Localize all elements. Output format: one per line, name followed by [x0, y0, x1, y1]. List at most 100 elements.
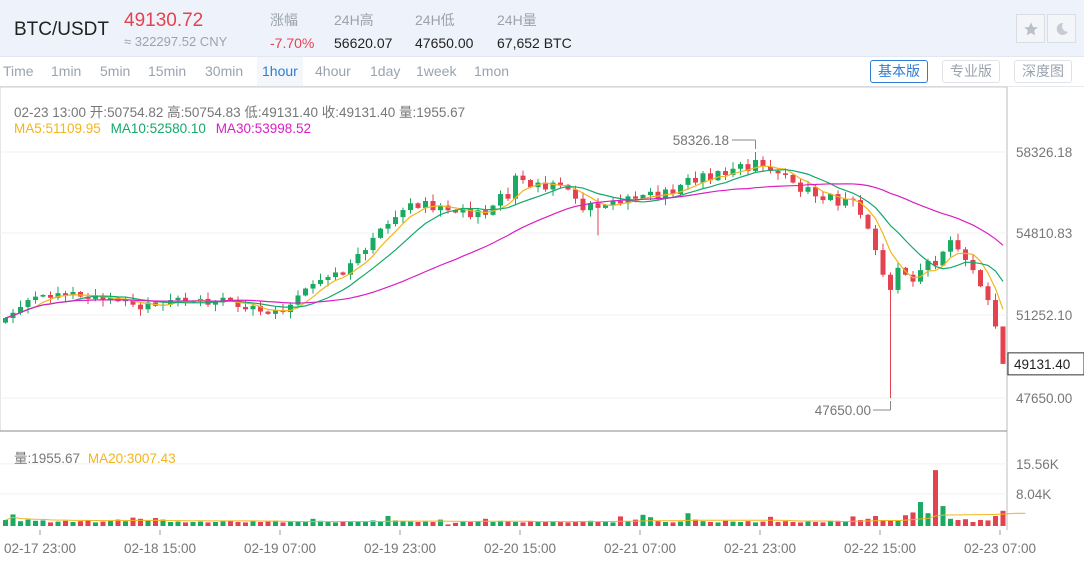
volume-bar: [265, 521, 271, 526]
favorite-button[interactable]: [1016, 14, 1045, 43]
volume-bar: [820, 522, 826, 526]
candle-body: [925, 260, 931, 271]
interval-tabs: Time 1min 5min 15min 30min 1hour 4hour 1…: [0, 57, 1084, 87]
tab-time[interactable]: Time: [3, 63, 34, 79]
volume-bar: [603, 521, 608, 526]
candle-body: [603, 204, 608, 208]
volume-bar: [828, 521, 833, 526]
volume-bar: [865, 518, 871, 526]
candle-body: [588, 203, 593, 211]
volume-bar: [415, 522, 421, 526]
candle-body: [213, 302, 218, 305]
candle-body: [258, 305, 263, 312]
volume-bar: [783, 521, 788, 526]
volume-bar: [453, 522, 458, 526]
last-price-tag-label: 49131.40: [1014, 357, 1070, 372]
candle-body: [543, 182, 548, 190]
volume-bar: [940, 506, 946, 526]
volume-bar: [55, 521, 61, 526]
volume-bar: [460, 521, 466, 526]
volume-bar: [595, 522, 601, 526]
volume-bar: [153, 518, 158, 526]
volume-bar: [955, 520, 961, 526]
candle-body: [108, 297, 113, 301]
ma-legend: MA5:51109.95 MA10:52580.10 MA30:53998.52: [14, 121, 311, 136]
tab-1week[interactable]: 1week: [416, 63, 457, 79]
candle-body: [595, 203, 601, 208]
volume-bar: [520, 522, 526, 526]
volume-bar: [475, 521, 481, 526]
time-axis-label: 02-22 15:00: [844, 541, 916, 556]
candle-body: [693, 177, 698, 183]
time-axis-label: 02-20 15:00: [484, 541, 556, 556]
candle-body: [528, 180, 533, 188]
time-axis-label: 02-19 23:00: [364, 541, 436, 556]
candle-body: [880, 250, 886, 275]
volume-bar: [393, 520, 398, 526]
volume-bar: [655, 521, 661, 526]
volume-bar: [483, 518, 488, 526]
candle-body: [775, 171, 781, 174]
candle-body: [370, 237, 376, 251]
volume-bar: [610, 522, 616, 526]
volume-axis-label: 8.04K: [1016, 487, 1051, 502]
volume-bar: [970, 522, 976, 526]
time-axis-label: 02-21 07:00: [604, 541, 676, 556]
candle-body: [955, 240, 961, 250]
volume-bar: [768, 516, 773, 526]
candle-body: [798, 182, 803, 192]
volume-bar: [1000, 510, 1006, 526]
volume-bar: [895, 520, 901, 526]
ma5-line: [5, 165, 1004, 319]
candle-body: [843, 198, 848, 206]
volume-bar: [963, 519, 968, 526]
volume-bar: [303, 522, 308, 526]
basic-view-button[interactable]: 基本版: [870, 60, 928, 83]
tab-30min[interactable]: 30min: [205, 63, 244, 79]
symbol: BTC/USDT: [14, 19, 109, 40]
candle-body: [888, 274, 893, 290]
candle-body: [243, 306, 248, 310]
volume-bar: [48, 522, 53, 526]
theme-toggle-button[interactable]: [1047, 14, 1076, 43]
candle-body: [378, 228, 383, 238]
tab-1mon[interactable]: 1mon: [474, 63, 510, 79]
candle-body: [123, 300, 128, 302]
volume-bar: [3, 520, 8, 526]
volume-bar: [400, 521, 406, 526]
candle-body: [573, 189, 578, 199]
volume-bar: [258, 522, 263, 526]
candle-body: [78, 292, 83, 297]
tab-1day[interactable]: 1day: [370, 63, 401, 79]
stat-24h-low: 24H低 47650.00: [415, 12, 474, 51]
depth-chart-button[interactable]: 深度图: [1014, 60, 1072, 83]
volume-bar: [798, 522, 803, 526]
volume-bar: [168, 522, 173, 526]
volume-bar: [370, 520, 376, 526]
candle-body: [835, 194, 841, 206]
volume-bar: [985, 520, 991, 526]
volume-bar: [543, 521, 548, 526]
volume-bar: [160, 519, 166, 526]
volume-bar: [888, 520, 893, 526]
volume-bar: [430, 522, 436, 526]
volume-bar: [18, 521, 23, 526]
candle-body: [745, 164, 751, 172]
tab-15min[interactable]: 15min: [148, 63, 187, 79]
tab-1hour[interactable]: 1hour: [257, 57, 303, 86]
time-axis-label: 02-18 15:00: [124, 541, 196, 556]
volume-bar: [775, 522, 781, 526]
candle-body: [700, 173, 706, 183]
tab-5min[interactable]: 5min: [100, 63, 131, 79]
tab-4hour[interactable]: 4hour: [315, 63, 351, 79]
candle-body: [558, 182, 563, 185]
volume-bar: [670, 522, 676, 526]
ma5-value: MA5:51109.95: [14, 121, 101, 136]
volume-bar: [753, 522, 758, 526]
volume-bar: [205, 522, 211, 526]
volume-bar: [805, 521, 811, 526]
price-axis-label: 51252.10: [1016, 308, 1072, 323]
pro-view-button[interactable]: 专业版: [942, 60, 1000, 83]
tab-1min[interactable]: 1min: [51, 63, 82, 79]
